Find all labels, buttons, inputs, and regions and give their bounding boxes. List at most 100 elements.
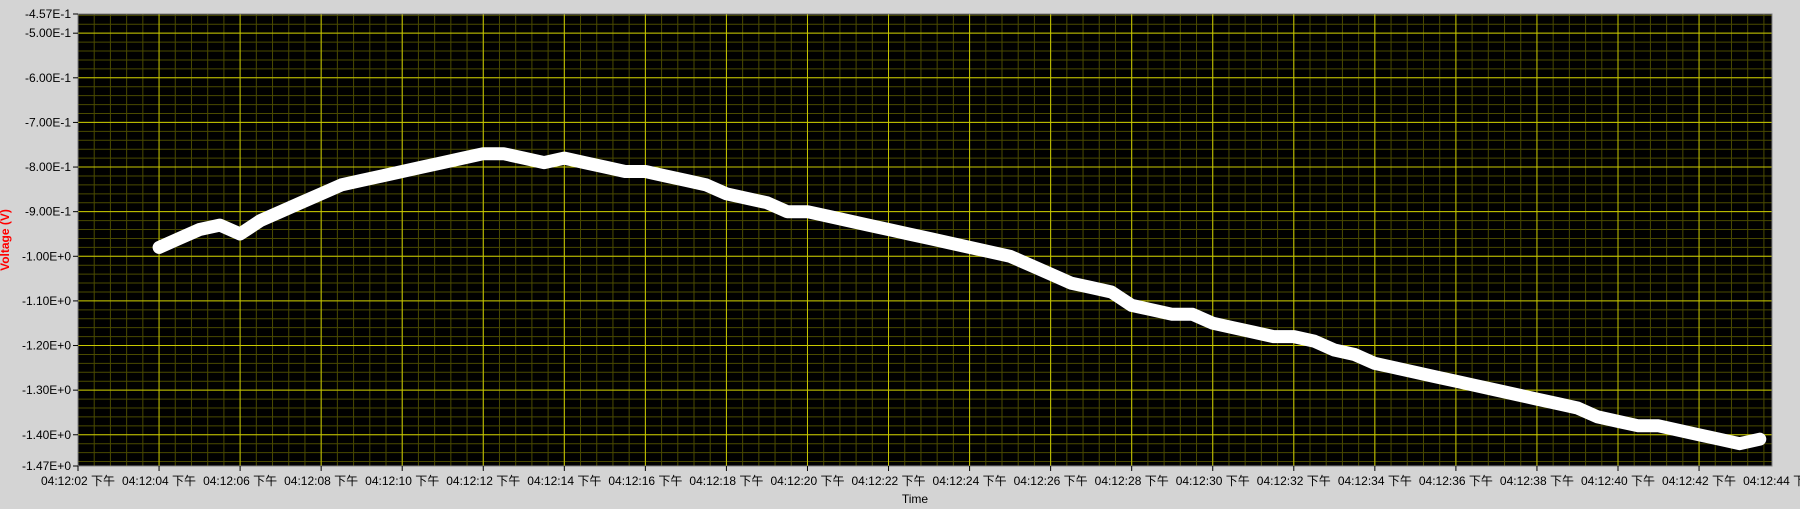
x-tick-label: 04:12:44 下午 — [1743, 474, 1800, 488]
x-tick-label: 04:12:38 下午 — [1500, 474, 1574, 488]
series-point — [379, 174, 384, 178]
series-point — [1575, 406, 1580, 410]
y-tick-label: -8.00E-1 — [25, 160, 71, 174]
series-point — [785, 209, 790, 214]
series-point — [1068, 281, 1073, 286]
series-point — [1474, 383, 1479, 388]
series-point — [683, 178, 688, 183]
series-point — [1231, 325, 1235, 330]
series-point — [562, 156, 567, 161]
series-point — [987, 249, 992, 254]
series-point — [339, 182, 344, 187]
series-point — [1676, 428, 1681, 433]
plot-border — [77, 13, 1773, 467]
series-point — [1616, 419, 1620, 424]
x-tick-label: 04:12:18 下午 — [689, 474, 763, 488]
series-point — [400, 169, 405, 174]
x-tick-label: 04:12:10 下午 — [365, 474, 439, 488]
y-tick-label: -1.30E+0 — [22, 383, 71, 397]
series-point — [1717, 437, 1722, 442]
series-point — [1251, 330, 1256, 335]
series-point — [623, 169, 628, 174]
series-point — [1737, 441, 1742, 446]
series-point — [1291, 334, 1296, 339]
series-point — [1372, 361, 1377, 366]
series-point — [1149, 307, 1154, 312]
series-point — [1757, 437, 1762, 442]
series-point — [298, 200, 303, 205]
series-point — [440, 160, 445, 165]
series-point — [501, 151, 506, 156]
series-point — [420, 165, 425, 169]
series-point — [521, 156, 526, 161]
x-tick-label: 04:12:36 下午 — [1419, 474, 1493, 488]
x-tick-label: 04:12:24 下午 — [933, 474, 1007, 488]
series-point — [1433, 374, 1438, 379]
y-tick-label: -1.20E+0 — [22, 339, 71, 353]
series-point — [1656, 423, 1661, 428]
series-point — [764, 200, 769, 205]
series-point — [359, 178, 364, 183]
series-point — [947, 240, 952, 245]
series-point — [744, 196, 749, 201]
series-point — [1453, 379, 1458, 384]
series-point — [1109, 290, 1114, 294]
series-layer — [152, 147, 1767, 451]
x-tick-label: 04:12:06 下午 — [203, 474, 277, 488]
series-point — [1028, 263, 1033, 268]
series-point — [967, 245, 972, 250]
x-tick-label: 04:12:32 下午 — [1257, 474, 1331, 488]
series-point — [1048, 272, 1053, 277]
series-point — [461, 156, 465, 161]
series-point — [1494, 388, 1499, 393]
x-axis-ticks: 04:12:02 下午 04:12:04 下午 04:12:06 下午 04:12:0… — [41, 466, 1800, 488]
x-tick-label: 04:12:14 下午 — [527, 474, 601, 488]
series-point — [1332, 348, 1337, 352]
series-point — [1413, 370, 1418, 375]
x-tick-label: 04:12:02 下午 — [41, 474, 115, 488]
x-tick-label: 04:12:26 下午 — [1014, 474, 1088, 488]
series-point — [1129, 303, 1134, 308]
series-point — [724, 191, 729, 196]
y-tick-label: -1.10E+0 — [22, 294, 71, 308]
series-point — [278, 209, 283, 214]
series-point — [319, 191, 324, 196]
series-point — [1636, 423, 1641, 428]
series-point — [217, 223, 222, 228]
x-tick-label: 04:12:16 下午 — [608, 474, 682, 488]
series-point — [1271, 334, 1276, 339]
series-point — [1595, 414, 1600, 419]
series-point — [866, 223, 871, 228]
series-point — [643, 169, 648, 174]
series-point — [1312, 339, 1317, 344]
series-point — [1534, 397, 1539, 402]
series-point — [846, 218, 850, 223]
series-point — [1555, 401, 1560, 406]
series-point — [1008, 254, 1013, 259]
series-point — [542, 160, 547, 165]
y-tick-label: -1.00E+0 — [22, 249, 71, 263]
series-point — [663, 174, 668, 178]
series-point — [197, 227, 202, 232]
y-tick-label: -7.00E-1 — [25, 115, 71, 129]
x-tick-label: 04:12:30 下午 — [1176, 474, 1250, 488]
series-point — [825, 214, 830, 219]
series-point — [1190, 312, 1195, 317]
x-tick-label: 04:12:42 下午 — [1662, 474, 1736, 488]
series-point — [927, 236, 932, 241]
series-point — [1170, 312, 1175, 317]
series-point — [704, 182, 709, 187]
x-tick-label: 04:12:28 下午 — [1095, 474, 1169, 488]
series-point — [1514, 392, 1519, 397]
x-axis-label: Time — [902, 492, 929, 504]
series-point — [1352, 352, 1357, 357]
y-tick-label: -6.00E-1 — [25, 71, 71, 85]
series-point — [157, 245, 162, 250]
series-point — [582, 160, 587, 165]
x-tick-label: 04:12:20 下午 — [770, 474, 844, 488]
x-tick-label: 04:12:22 下午 — [852, 474, 926, 488]
series-point — [481, 151, 486, 156]
series-point — [1393, 365, 1398, 370]
